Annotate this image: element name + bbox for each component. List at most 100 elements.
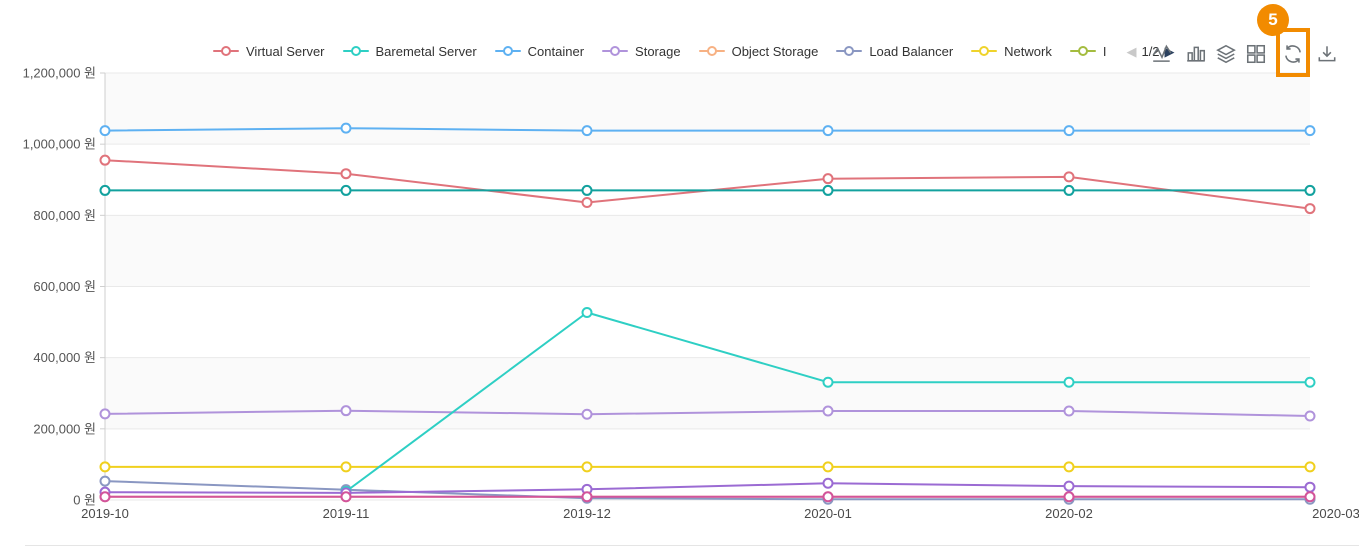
series-point-virtual-server — [1063, 171, 1075, 183]
series-point-container — [340, 122, 352, 134]
series-point-virtual-server — [99, 154, 111, 166]
series-point--12a19e — [581, 184, 593, 196]
series-point--d2549b — [581, 491, 593, 503]
y-axis-label: 800,000 원 — [33, 208, 96, 223]
legend-item-label: Virtual Server — [246, 43, 325, 59]
plot-band — [105, 428, 1310, 500]
legend-item-label: I — [1102, 43, 1107, 59]
series-point-virtual-server — [822, 173, 834, 185]
bar-chart-icon[interactable] — [1185, 43, 1207, 65]
series-point-virtual-server — [1304, 203, 1316, 215]
y-axis-label: 400,000 원 — [33, 350, 96, 365]
legend-item-container[interactable]: Container — [494, 43, 585, 59]
series-point-storage — [822, 405, 834, 417]
series-point-baremetal-server — [822, 376, 834, 388]
legend-item-i[interactable]: I — [1069, 43, 1107, 59]
series-point-network — [581, 461, 593, 473]
series-point-load-balancer — [99, 475, 111, 487]
legend-marker-icon — [213, 46, 239, 56]
legend-marker-icon — [836, 46, 863, 56]
series-line-container — [104, 127, 1310, 132]
legend-item-storage[interactable]: Storage — [602, 44, 681, 59]
legend-item-label: Network — [1004, 43, 1052, 59]
x-axis-label: 2019-11 — [323, 506, 370, 521]
plot-band — [105, 73, 1310, 145]
series-point-network — [340, 461, 352, 473]
y-axis-label: 1,000,000 원 — [23, 137, 96, 152]
legend-marker-icon — [602, 46, 629, 56]
series-point-storage — [99, 408, 111, 420]
legend-marker-icon — [971, 46, 998, 56]
series-point--12a19e — [822, 184, 834, 196]
legend-item-load-balancer[interactable]: Load Balancer — [836, 44, 953, 59]
series-point-baremetal-server — [1304, 376, 1316, 388]
series-point--12a19e — [1304, 184, 1316, 196]
legend-item-baremetal-server[interactable]: Baremetal Server — [342, 43, 477, 59]
legend-item-label: Baremetal Server — [375, 43, 477, 59]
download-icon[interactable] — [1316, 43, 1338, 65]
series-point-container — [1304, 125, 1316, 137]
x-axis-label: 2020-01 — [804, 506, 852, 521]
annotation-highlight-box — [1276, 28, 1310, 77]
series-point-baremetal-server — [581, 306, 593, 318]
series-point--12a19e — [1063, 184, 1075, 196]
series-point-storage — [340, 405, 352, 417]
series-point-network — [1304, 461, 1316, 473]
series-line-storage — [104, 409, 1311, 417]
legend-marker-icon — [342, 46, 369, 56]
legend-marker-icon — [494, 46, 521, 56]
series-point-network — [99, 461, 111, 473]
annotation-step-badge: 5 — [1257, 4, 1289, 36]
legend-item-label: Storage — [635, 43, 681, 59]
series-point-container — [581, 125, 593, 137]
x-axis-label: 2020-03 — [1312, 506, 1359, 521]
legend-marker-icon — [1069, 46, 1096, 56]
series-point-storage — [1304, 410, 1316, 422]
legend-item-label: Load Balancer — [869, 43, 954, 59]
y-axis-label: 1,200,000 원 — [23, 66, 96, 81]
series-point-baremetal-server — [1063, 376, 1075, 388]
plot-band — [105, 286, 1310, 358]
series-point--d2549b — [340, 491, 352, 503]
series-point--9b6bd3 — [1063, 480, 1075, 492]
legend-item-label: Object Storage — [731, 43, 819, 59]
legend-item-label: Container — [527, 43, 585, 59]
series-line--9b6bd3 — [104, 482, 1311, 494]
legend-item-object-storage[interactable]: Object Storage — [698, 43, 819, 59]
x-axis-label: 2020-02 — [1045, 506, 1093, 521]
series-point-network — [822, 461, 834, 473]
plot-band — [105, 144, 1310, 216]
legend-item-virtual-server[interactable]: Virtual Server — [213, 44, 325, 59]
tiled-icon[interactable] — [1245, 43, 1267, 65]
series-point-virtual-server — [340, 168, 352, 180]
plot-band — [105, 357, 1310, 429]
refresh-icon[interactable] — [1282, 43, 1304, 65]
series-point--d2549b — [1063, 491, 1075, 503]
legend-item-network[interactable]: Network — [971, 44, 1052, 59]
legend-prev-page-icon[interactable]: ◀ — [1126, 43, 1137, 59]
x-axis-label: 2019-10 — [81, 506, 129, 521]
series-point-virtual-server — [581, 197, 593, 209]
line-chart-icon[interactable] — [1151, 43, 1173, 65]
legend-marker-icon — [698, 46, 725, 56]
series-point--d2549b — [99, 491, 111, 503]
chart-legend: Virtual Server Baremetal Server Container S… — [213, 41, 1175, 61]
series-point--d2549b — [1304, 491, 1316, 503]
stack-icon[interactable] — [1215, 43, 1237, 65]
bottom-divider — [25, 545, 1359, 546]
series-point-storage — [581, 408, 593, 420]
series-point-storage — [1063, 405, 1075, 417]
y-axis-label: 600,000 원 — [33, 279, 96, 294]
series-point--d2549b — [822, 491, 834, 503]
series-point-container — [822, 125, 834, 137]
y-axis-label: 0 원 — [73, 493, 96, 508]
y-axis-label: 200,000 원 — [33, 421, 96, 436]
series-point--9b6bd3 — [822, 477, 834, 489]
series-line-load-balancer — [104, 480, 1310, 501]
x-axis-label: 2019-12 — [563, 506, 611, 521]
series-point-network — [1063, 461, 1075, 473]
plot-band — [105, 215, 1310, 287]
series-point--12a19e — [99, 184, 111, 196]
